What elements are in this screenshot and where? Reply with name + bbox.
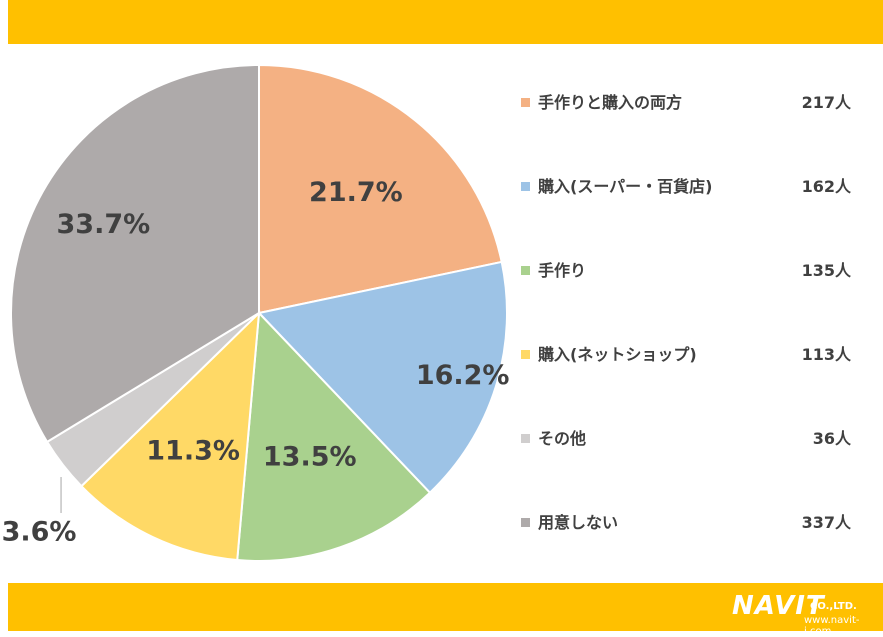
- pie-slice: [258, 63, 503, 315]
- legend-count: 162人: [801, 177, 851, 196]
- slice-percent-label: 16.2%: [416, 360, 510, 391]
- legend-swatch: [521, 266, 530, 275]
- top-band: [8, 0, 883, 44]
- legend-count: 217人: [801, 93, 851, 112]
- legend-swatch: [521, 182, 530, 191]
- legend-swatch: [521, 98, 530, 107]
- logo-text: NAVIT: [732, 591, 825, 621]
- legend-item: 手作りと購入の両方 217人: [521, 90, 851, 116]
- logo-url: www.navit-j.com: [804, 615, 860, 637]
- navit-logo: NAVIT CO.,LTD. www.navit-j.com: [732, 589, 872, 637]
- legend-label: その他: [538, 429, 587, 448]
- legend-label: 手作り: [538, 261, 587, 280]
- bottom-band: [8, 583, 883, 631]
- pie-slice: [10, 63, 260, 444]
- slice-percent-label: 33.7%: [57, 209, 151, 240]
- slice-percent-label: 21.7%: [309, 177, 403, 208]
- legend-label: 購入(スーパー・百貨店): [538, 177, 713, 196]
- legend-count: 36人: [812, 429, 851, 448]
- logo-suffix: CO.,LTD.: [810, 601, 857, 612]
- legend-item: その他 36人: [521, 426, 851, 452]
- legend-item: 購入(スーパー・百貨店) 162人: [521, 174, 851, 200]
- pie-slice: [257, 260, 508, 495]
- slice-percent-label: 13.5%: [263, 442, 357, 473]
- legend-count: 135人: [801, 261, 851, 280]
- legend-count: 337人: [801, 513, 851, 532]
- legend-swatch: [521, 518, 530, 527]
- legend-swatch: [521, 434, 530, 443]
- pie-slice: [236, 310, 432, 562]
- legend-item: 手作り 135人: [521, 258, 851, 284]
- pie-slice: [80, 310, 261, 562]
- legend-label: 購入(ネットショップ): [538, 345, 697, 364]
- slice-percent-label: 3.6%: [2, 517, 77, 548]
- legend-swatch: [521, 350, 530, 359]
- legend-item: 用意しない 337人: [521, 510, 851, 536]
- legend-item: 購入(ネットショップ) 113人: [521, 342, 851, 368]
- legend-label: 手作りと購入の両方: [538, 93, 683, 112]
- legend-label: 用意しない: [538, 513, 619, 532]
- legend-count: 113人: [801, 345, 851, 364]
- slice-percent-label: 11.3%: [146, 435, 240, 466]
